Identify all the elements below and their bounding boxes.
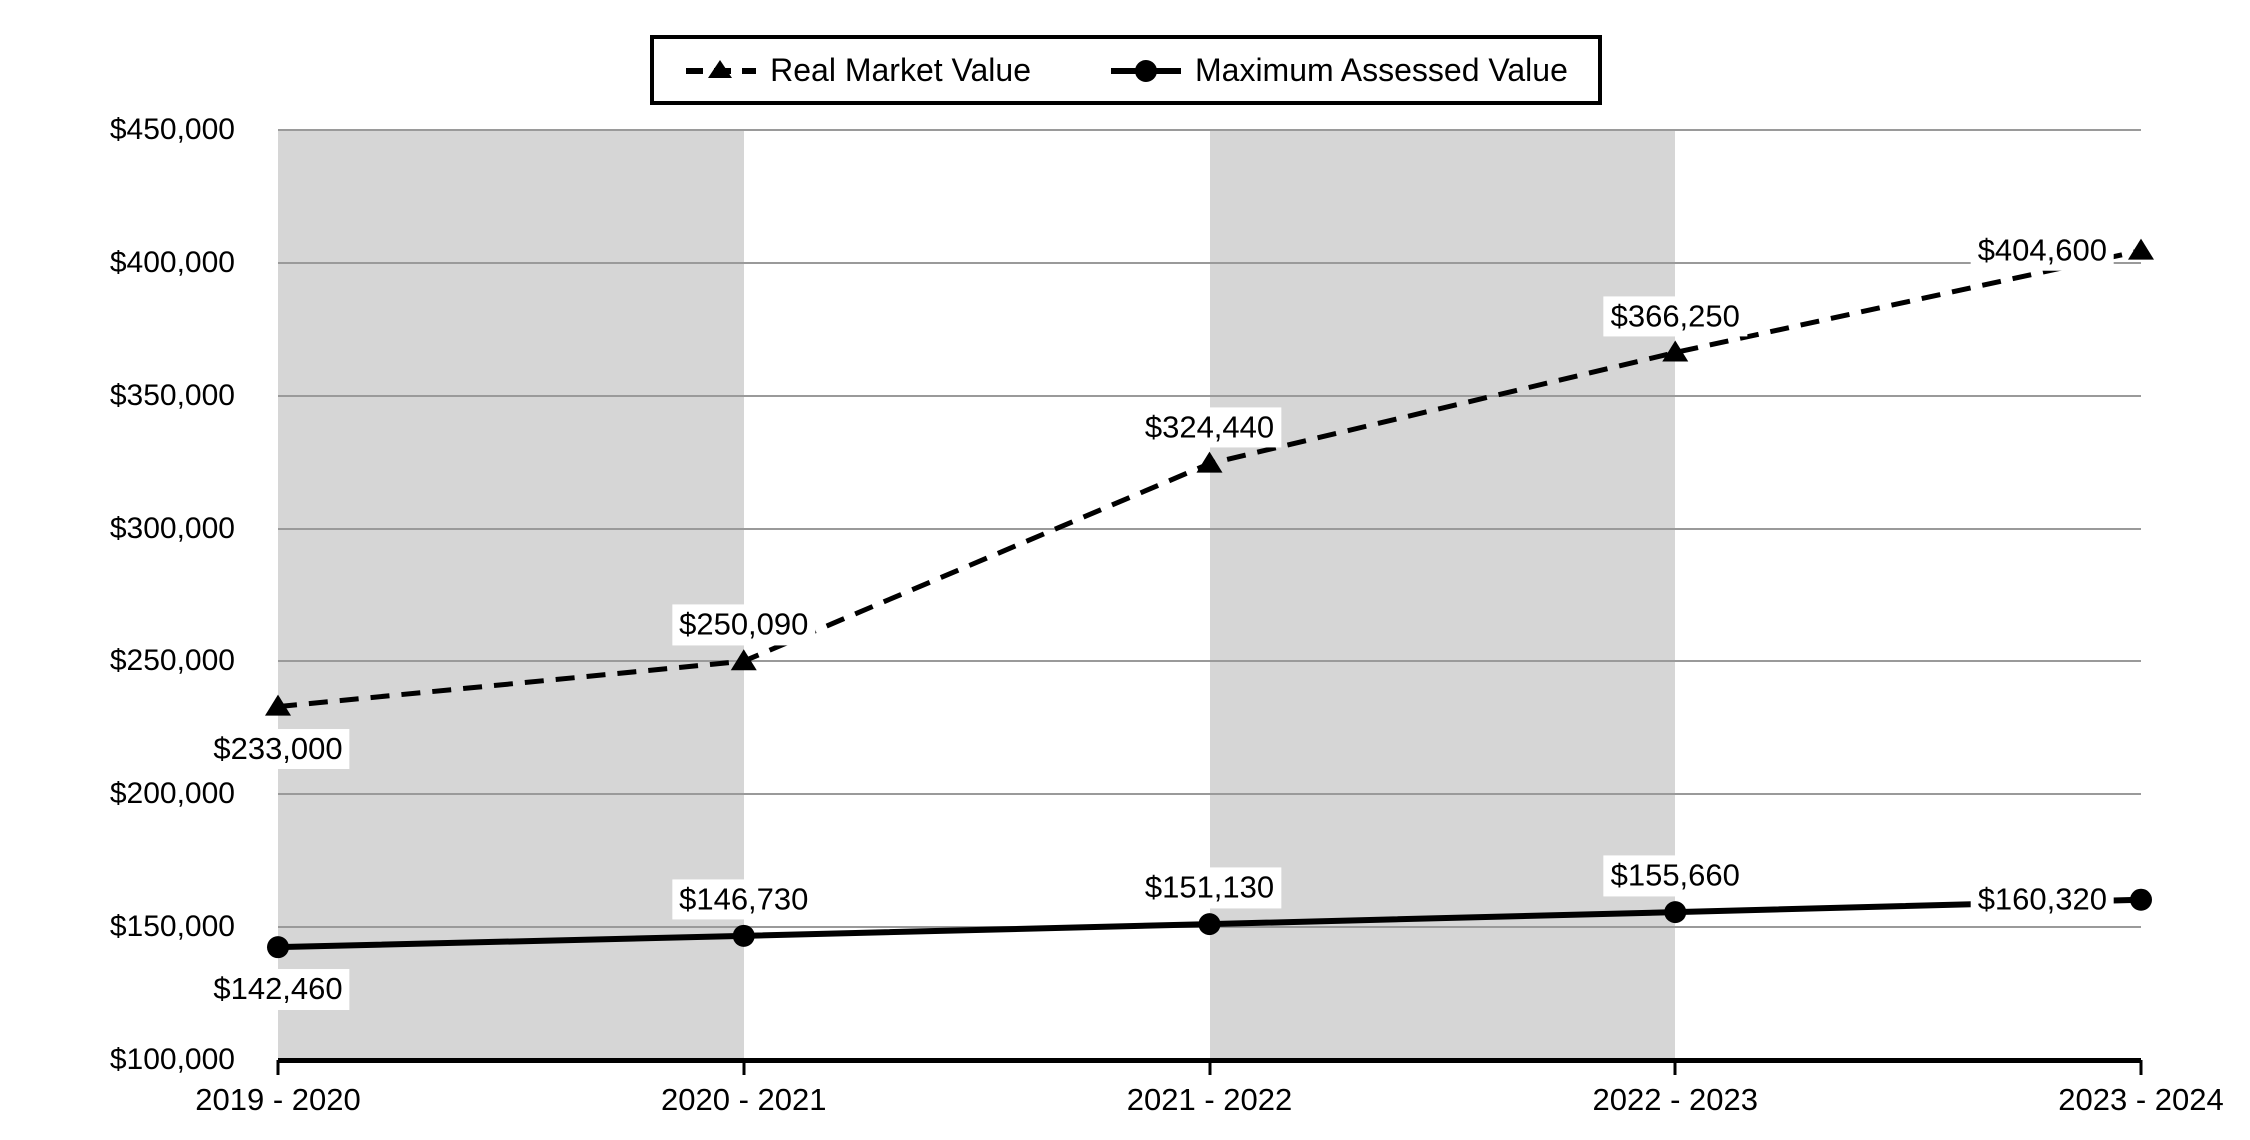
y-axis-label: $250,000 <box>109 644 235 678</box>
triangle-marker-icon <box>1662 340 1689 362</box>
data-label: $250,090 <box>672 604 816 646</box>
shaded-band <box>278 130 744 1060</box>
circle-marker-icon <box>732 924 755 947</box>
circle-marker-icon <box>1198 913 1221 936</box>
data-label: $233,000 <box>206 728 350 770</box>
data-label: $366,250 <box>1603 295 1747 337</box>
horizontal-gridline <box>278 660 2141 663</box>
legend-entry-maximum-assessed-value: Maximum Assessed Value <box>1109 52 1568 89</box>
x-axis-tick <box>1673 1060 1677 1075</box>
x-axis-label: 2020 - 2021 <box>661 1082 827 1117</box>
y-axis-label: $150,000 <box>109 910 235 944</box>
legend-label-real-market-value: Real Market Value <box>770 51 1031 88</box>
circle-marker-icon <box>1664 901 1687 924</box>
data-label: $151,130 <box>1137 867 1282 909</box>
x-axis-tick <box>2139 1060 2143 1075</box>
shaded-band <box>1209 130 1676 1060</box>
plot-area: $233,000 $250,090 $324,440 $366,250 $404,600… <box>206 129 2154 1063</box>
triangle-marker-icon <box>730 649 757 671</box>
triangle-marker-icon <box>1196 451 1223 473</box>
y-axis-label: $100,000 <box>109 1043 235 1076</box>
legend-label-maximum-assessed-value: Maximum Assessed Value <box>1194 51 1568 88</box>
horizontal-gridline <box>278 793 2141 796</box>
circle-marker-icon <box>2130 888 2152 911</box>
data-label: $160,320 <box>1970 879 2114 921</box>
y-axis-label: $400,000 <box>109 245 235 279</box>
y-axis-label: $200,000 <box>109 777 235 811</box>
data-label: $155,660 <box>1603 855 1747 897</box>
data-label: $404,600 <box>1970 230 2114 271</box>
y-axis-label: $300,000 <box>109 511 235 545</box>
x-axis-label: 2022 - 2023 <box>1592 1082 1758 1117</box>
x-axis-label: 2021 - 2022 <box>1126 1082 1293 1117</box>
horizontal-gridline <box>278 394 2141 397</box>
x-axis-tick <box>1208 1060 1211 1075</box>
solid-line-circle-marker-icon <box>1110 60 1181 82</box>
x-axis-tick <box>276 1060 280 1075</box>
y-axis-label: $350,000 <box>109 378 235 412</box>
dashed-line-triangle-marker-icon <box>686 60 757 78</box>
triangle-marker-icon <box>2128 238 2154 260</box>
series-plot <box>265 238 2154 959</box>
legend: Real Market Value Maximum Assessed Value <box>650 35 1602 105</box>
horizontal-gridline <box>278 129 2141 131</box>
x-axis-label: 2019 - 2020 <box>195 1082 361 1117</box>
data-label: $142,460 <box>206 969 350 1010</box>
triangle-marker-icon <box>265 694 291 716</box>
data-label: $324,440 <box>1137 407 1282 448</box>
horizontal-gridline <box>278 527 2141 530</box>
y-axis-label: $450,000 <box>109 113 235 146</box>
horizontal-gridline <box>278 261 2141 264</box>
data-label: $146,730 <box>672 879 816 920</box>
x-axis-tick <box>742 1060 746 1075</box>
legend-entry-real-market-value: Real Market Value <box>684 52 1031 89</box>
series-line-real-market-value <box>277 248 2142 710</box>
circle-marker-icon <box>267 936 289 959</box>
x-axis-label: 2023 - 2024 <box>2058 1082 2224 1117</box>
